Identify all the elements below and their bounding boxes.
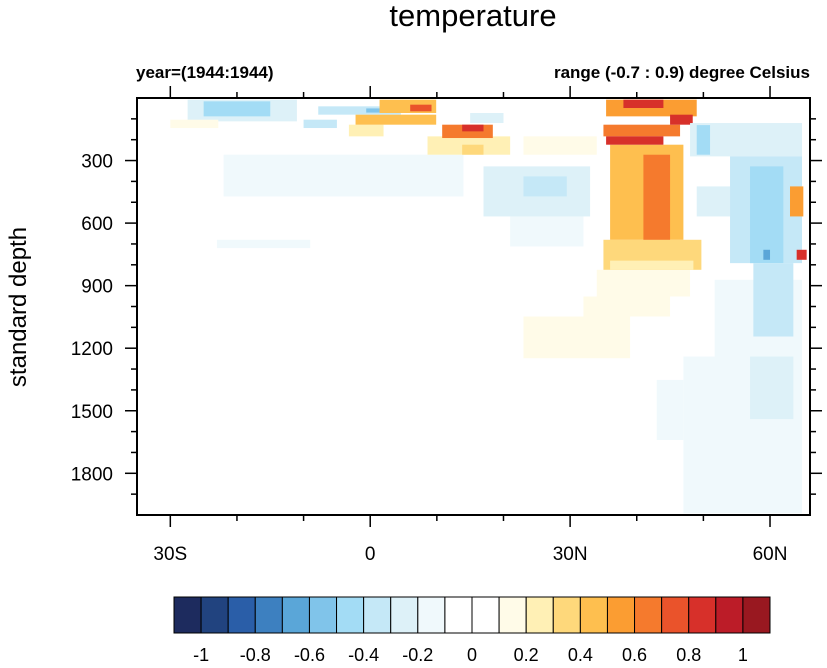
y-tick-label: 900 — [81, 277, 113, 298]
heatmap-cell — [583, 296, 671, 317]
heatmap-cell — [348, 124, 384, 137]
colorbar-label: -0.4 — [348, 645, 379, 663]
colorbar: -1 -0.8 -0.6 -0.4 -0.2 0 0.2 0.4 0.6 0.8 1 — [173, 596, 771, 665]
colorbar-box — [471, 596, 500, 634]
colorbar-box — [281, 596, 310, 634]
chart-title: temperature — [389, 0, 556, 33]
heatmap-cell — [656, 379, 684, 440]
y-axis-label: standard depth — [5, 227, 32, 387]
colorbar-label: 0.8 — [676, 645, 701, 663]
colorbar-box — [606, 596, 636, 634]
x-tick-label: 0 — [365, 544, 376, 565]
colorbar-label: 0.4 — [568, 645, 593, 663]
colorbar-label: -0.6 — [294, 645, 325, 663]
colorbar-box — [552, 596, 581, 634]
heatmap-cell — [523, 176, 567, 197]
colorbar-box — [390, 596, 419, 634]
heatmap-cell — [696, 186, 731, 217]
colorbar-box — [173, 596, 202, 634]
y-tick-label: 1200 — [71, 339, 113, 360]
colorbar-box — [579, 596, 608, 634]
heatmap-cell — [216, 239, 311, 249]
heatmap-cell — [753, 263, 794, 337]
colorbar-box — [254, 596, 283, 634]
colorbar-box — [688, 596, 717, 634]
heatmap-cell — [750, 166, 784, 264]
heatmap-cell — [670, 114, 693, 125]
colorbar-box — [336, 596, 365, 634]
heatmap-cell — [303, 119, 337, 129]
y-tick-label: 1800 — [71, 464, 113, 485]
colorbar-label: -0.2 — [402, 645, 433, 663]
colorbar-box — [742, 596, 771, 634]
x-tick-label: 60N — [753, 544, 788, 565]
colorbar-box — [363, 596, 392, 634]
colorbar-box — [308, 596, 338, 634]
x-tick-label: 30S — [153, 544, 187, 565]
colorbar-box — [227, 596, 256, 634]
axis-ticks: 30S 0 30N 60N 300 600 900 1200 1500 1800 — [71, 86, 822, 565]
subtitle-right: range (-0.7 : 0.9) degree Celsius — [554, 63, 810, 82]
heatmap-cell — [366, 108, 384, 113]
heatmap-cell — [510, 216, 584, 247]
y-tick-label: 600 — [81, 214, 113, 235]
y-tick-label: 1500 — [71, 402, 113, 423]
colorbar-label: 1 — [738, 645, 748, 663]
colorbar-box — [444, 596, 473, 634]
heatmap-cell — [462, 144, 484, 155]
heatmap-cell — [790, 186, 804, 217]
colorbar-box — [634, 596, 663, 634]
heatmap-cell — [523, 316, 631, 359]
heatmap-cell — [606, 136, 664, 145]
heatmap-cell — [203, 101, 271, 117]
heatmap-cells — [170, 99, 807, 514]
heatmap-cell — [410, 104, 432, 112]
y-tick-label: 300 — [81, 152, 113, 173]
heatmap-cell — [596, 269, 691, 297]
heatmap-cell — [796, 249, 807, 260]
heatmap-cell — [223, 154, 464, 197]
colorbar-box — [200, 596, 229, 634]
heatmap-cell — [355, 114, 437, 125]
heatmap-cell — [470, 113, 504, 124]
heatmap-cell — [318, 106, 401, 115]
heatmap-cell — [623, 99, 664, 109]
colorbar-label: -0.8 — [240, 645, 271, 663]
heatmap-cell — [462, 124, 484, 132]
heatmap-cell — [603, 124, 681, 137]
subtitle-left: year=(1944:1944) — [136, 63, 274, 82]
colorbar-box — [498, 596, 527, 634]
colorbar-box — [661, 596, 690, 634]
colorbar-label: 0.2 — [514, 645, 539, 663]
heatmap-cell — [763, 249, 771, 260]
heatmap-cell — [170, 119, 219, 129]
colorbar-label: 0.6 — [622, 645, 647, 663]
heatmap-cell — [696, 125, 711, 155]
colorbar-box — [417, 596, 446, 634]
heatmap-cell — [643, 154, 671, 240]
x-tick-label: 30N — [553, 544, 588, 565]
heatmap-cell — [523, 136, 597, 155]
colorbar-label: -1 — [193, 645, 209, 663]
colorbar-label: 0 — [467, 645, 477, 663]
heatmap-cell — [750, 356, 794, 420]
colorbar-box — [525, 596, 554, 634]
colorbar-box — [715, 596, 744, 634]
heatmap-cell — [610, 260, 694, 270]
